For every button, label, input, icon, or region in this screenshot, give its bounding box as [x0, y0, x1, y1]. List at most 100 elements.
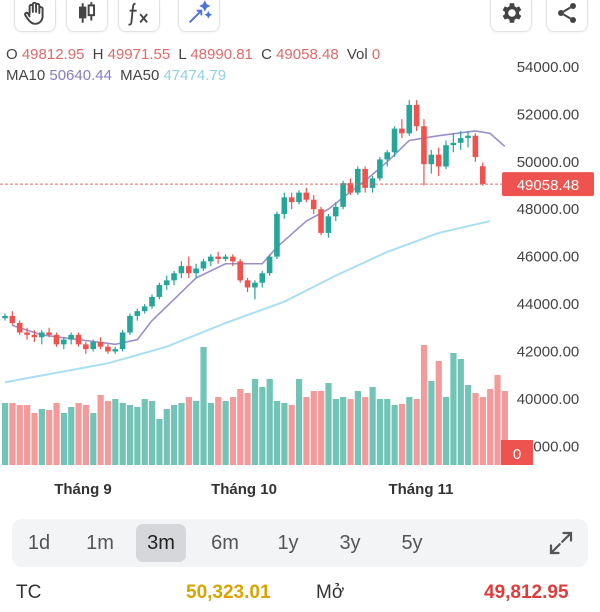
indicator-button[interactable]: [118, 0, 160, 32]
price-chart[interactable]: 54000.00 52000.00 50000.00 48000.00 46000.00…: [0, 0, 600, 510]
volume-tag-bg: [501, 440, 533, 465]
volume-bar: [24, 405, 31, 465]
volume-bar: [178, 403, 185, 465]
open-value: 49812.95: [21, 46, 85, 63]
open-label: O: [6, 46, 18, 63]
volume-bar: [259, 387, 266, 465]
low-value: 48990.81: [190, 46, 253, 63]
candle-body: [340, 183, 346, 207]
range-1m[interactable]: 1m: [86, 532, 114, 554]
summary-row: TC 50,323.01 Mở 49,812.95: [0, 582, 600, 612]
candle-body: [465, 135, 471, 139]
price-axis-label: 48000.00: [517, 201, 580, 218]
volume-bar: [340, 397, 347, 465]
volume-bar: [207, 403, 214, 465]
volume-bar: [251, 379, 259, 465]
volume-bar: [222, 401, 229, 465]
candle-body: [399, 128, 405, 134]
candle-body: [97, 341, 104, 347]
volume-bar: [31, 413, 38, 465]
close-label: C: [261, 46, 272, 63]
volume-bar: [465, 385, 472, 465]
hand-tool-button[interactable]: [14, 0, 56, 32]
candle-body: [457, 138, 464, 143]
candle-body: [406, 104, 413, 134]
ohlc-legend: O 49812.95 H 49971.55 L 48990.81 C 49058…: [6, 44, 384, 86]
volume-bar: [413, 399, 420, 465]
candle-body: [325, 216, 332, 233]
volume-bar: [479, 397, 486, 465]
candle-body: [149, 296, 155, 307]
candle-body: [83, 344, 89, 350]
volume-bar: [391, 405, 398, 465]
fullscreen-expand-icon[interactable]: [546, 528, 576, 558]
candle-body: [472, 135, 479, 158]
range-3y[interactable]: 3y: [339, 532, 361, 554]
volume-bar: [104, 401, 112, 465]
volume-bar: [273, 401, 281, 465]
volume-bar: [281, 403, 288, 465]
volume-bar: [347, 399, 354, 465]
candle-body: [369, 178, 376, 188]
volume-bar: [398, 404, 406, 465]
range-5y[interactable]: 5y: [401, 532, 423, 554]
price-axis-label: 40000.00: [517, 391, 580, 408]
volume-bar: [457, 359, 464, 465]
candle-body: [288, 197, 295, 203]
ma10-value: 50640.44: [49, 67, 112, 84]
candle-body: [141, 306, 148, 312]
candle-body: [296, 192, 302, 203]
volume-bar: [406, 397, 413, 465]
range-3m[interactable]: 3m: [136, 524, 186, 562]
close-value: 49058.48: [276, 46, 339, 63]
share-button[interactable]: [546, 0, 588, 32]
candle-body: [24, 332, 30, 335]
candle-body: [259, 273, 266, 283]
volume-bar: [141, 399, 148, 465]
candle-body: [105, 346, 111, 352]
candle-body: [163, 280, 170, 286]
volume-bar: [75, 403, 82, 465]
volume-bar: [501, 391, 508, 465]
range-6m[interactable]: 6m: [211, 532, 239, 554]
volume-bar: [149, 401, 156, 465]
drawing-tools-icon: [189, 0, 213, 23]
range-1y[interactable]: 1y: [277, 532, 299, 554]
candle-body: [230, 256, 236, 262]
candle-body: [413, 104, 420, 127]
volume-bar: [38, 409, 45, 465]
volume-bar: [229, 397, 237, 465]
candle-body: [479, 166, 486, 185]
volume-bar: [472, 393, 479, 465]
price-axis-label: 50000.00: [517, 154, 580, 171]
candle-body: [391, 128, 398, 153]
candle-body: [178, 266, 185, 274]
time-range-selector: 1d 1m 3m 6m 1y 3y 5y: [12, 519, 588, 567]
volume-bar: [163, 409, 170, 465]
volume-bar: [126, 405, 134, 465]
volume-bar: [384, 399, 391, 465]
volume-label: Vol: [346, 46, 368, 63]
volume-bar: [134, 407, 141, 465]
time-axis-label: Tháng 9: [54, 481, 112, 498]
settings-button[interactable]: [490, 0, 532, 32]
volume-bar: [443, 397, 450, 465]
hand-icon: [24, 1, 44, 25]
candle-body: [200, 261, 207, 269]
volume-bar: [420, 345, 428, 465]
candle-body: [171, 273, 177, 281]
candle-body: [303, 192, 310, 200]
volume-bar: [428, 381, 435, 465]
volume-bar: [68, 407, 75, 465]
range-1d[interactable]: 1d: [27, 532, 51, 554]
candle-body: [208, 256, 214, 262]
candle-body: [193, 268, 199, 274]
candle-body: [185, 266, 192, 274]
chart-toolbar: [0, 0, 600, 34]
drawing-tools-button[interactable]: [178, 0, 220, 32]
volume-tag: 0: [513, 446, 521, 463]
chart-type-button[interactable]: [66, 0, 108, 32]
price-axis-label: 42000.00: [517, 343, 580, 360]
volume-bar: [171, 405, 178, 465]
price-axis-label: 46000.00: [517, 249, 580, 266]
